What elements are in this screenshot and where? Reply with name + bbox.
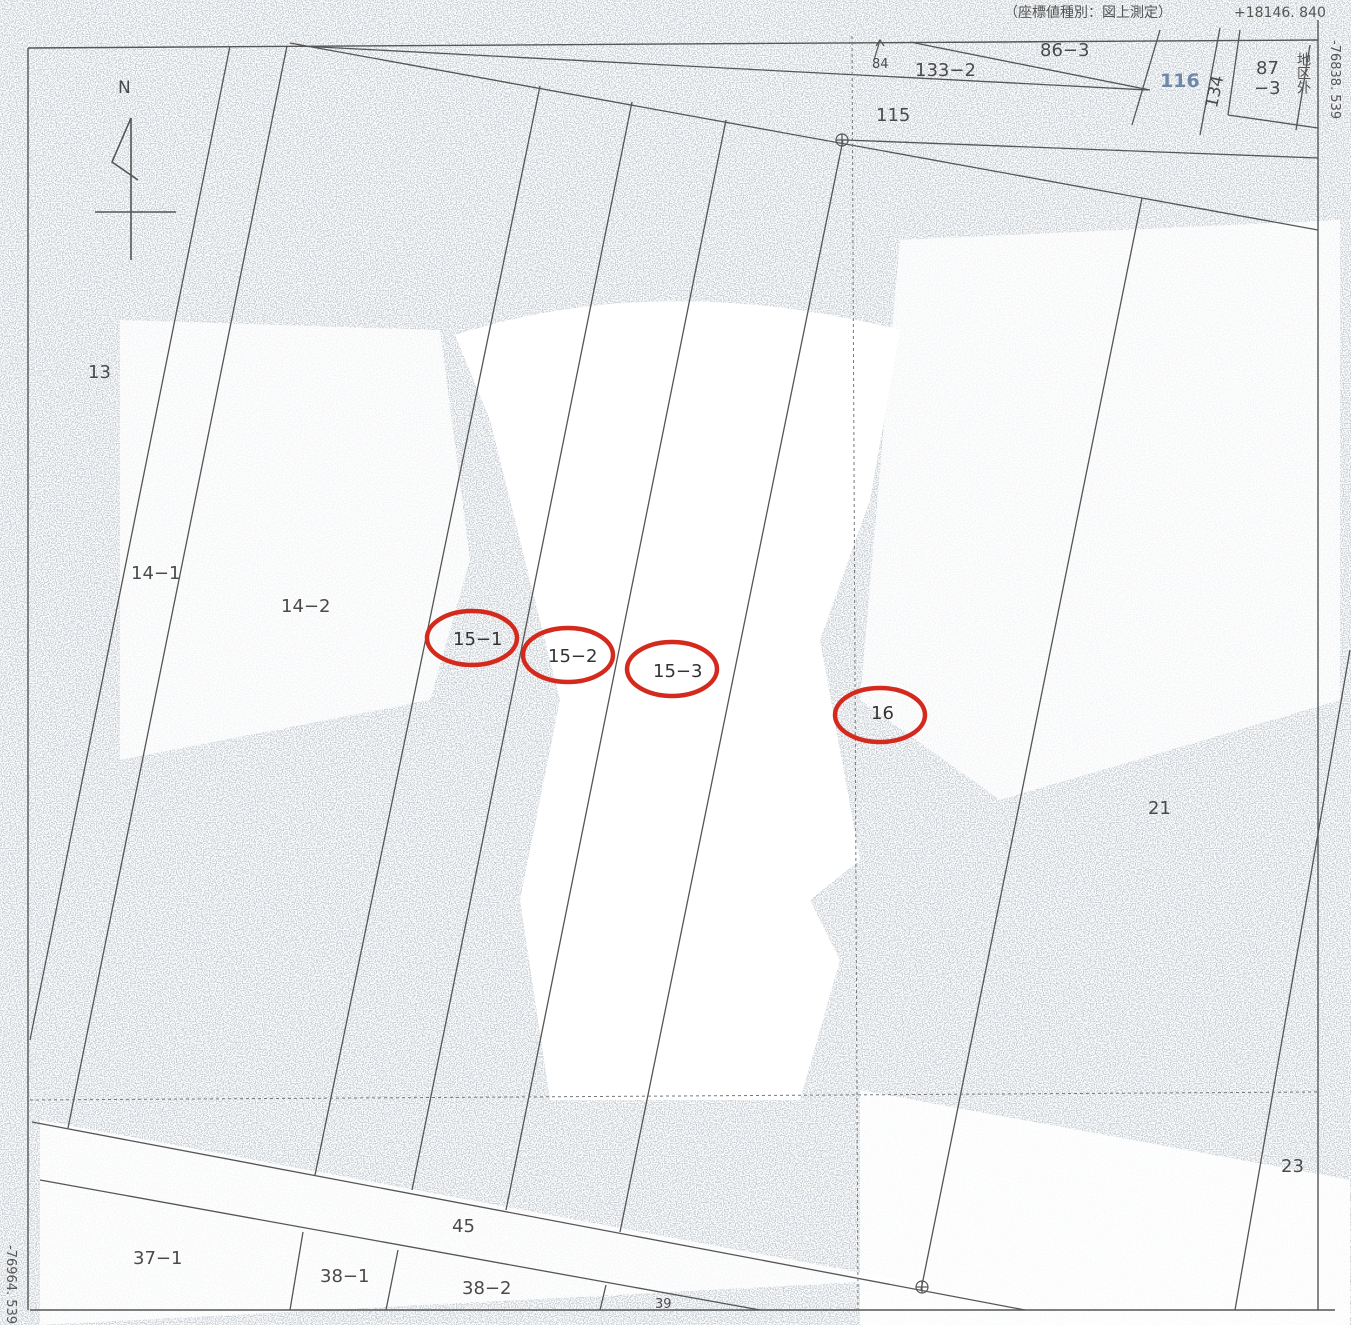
parcel-label-86-3: 86−3 — [1040, 40, 1090, 61]
parcel-label-21: 21 — [1148, 798, 1171, 819]
compass-north-label: N — [118, 78, 131, 98]
parcel-label-14-2: 14−2 — [281, 596, 331, 617]
reference-lines — [29, 35, 1319, 1311]
outside-district-label: 地区外 — [1295, 52, 1311, 94]
parcel-label-87-3-bottom: −3 — [1254, 78, 1281, 99]
parcel-label-116: 116 — [1160, 70, 1200, 92]
survey-points — [835, 133, 929, 1294]
highlight-circle-15-2 — [520, 625, 616, 685]
parcel-label-115: 115 — [876, 105, 911, 126]
parcel-label-23: 23 — [1281, 1156, 1304, 1177]
coord-left-side: -76964. 539 — [3, 1245, 18, 1325]
parcel-label-15-2: 15−2 — [548, 646, 598, 667]
highlight-circle-15-3 — [624, 639, 720, 699]
parcel-label-14-1: 14−1 — [131, 563, 181, 584]
parcel-label-38-1: 38−1 — [320, 1266, 370, 1287]
arrow-84 — [873, 38, 885, 61]
highlight-circle-15-1 — [424, 608, 520, 668]
parcel-label-15-3: 15−3 — [653, 661, 703, 682]
coord-type-label: （座標値種別：図上測定） — [1004, 5, 1172, 21]
map-frame — [27, 20, 1335, 1311]
highlight-circles — [424, 608, 928, 745]
parcel-label-133-2: 133−2 — [915, 60, 976, 81]
coord-top-right: +18146. 840 — [1234, 5, 1326, 21]
coord-right-side: -76838. 539 — [1327, 40, 1342, 120]
parcel-label-45: 45 — [452, 1216, 475, 1237]
boundary-lines — [29, 27, 1351, 1311]
north-arrow-icon — [95, 117, 176, 260]
parcel-label-39: 39 — [655, 1297, 672, 1312]
parcel-label-38-2: 38−2 — [462, 1278, 512, 1299]
parcel-label-87-3-top: 87 — [1256, 58, 1279, 79]
parcel-label-15-1: 15−1 — [453, 629, 503, 650]
parcel-label-16: 16 — [871, 703, 894, 724]
parcel-label-13: 13 — [88, 362, 111, 383]
parcel-label-84: 84 — [872, 57, 889, 72]
highlight-circle-16 — [832, 685, 928, 745]
parcel-label-37-1: 37−1 — [133, 1248, 183, 1269]
